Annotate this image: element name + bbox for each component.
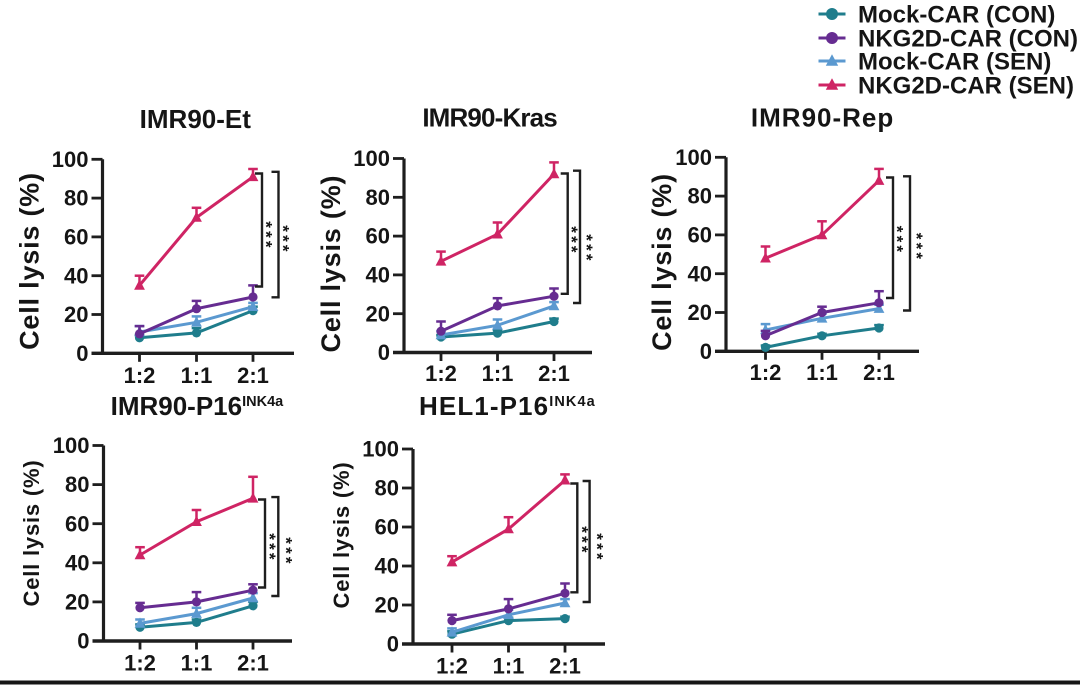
svg-text:Cell lysis (%): Cell lysis (%) bbox=[316, 175, 346, 353]
svg-text:2:1: 2:1 bbox=[237, 651, 269, 676]
svg-text:Cell lysis (%): Cell lysis (%) bbox=[19, 460, 44, 607]
svg-text:1:1: 1:1 bbox=[482, 361, 514, 386]
svg-text:IMR90-Rep: IMR90-Rep bbox=[751, 103, 894, 133]
svg-text:60: 60 bbox=[375, 515, 399, 540]
svg-text:40: 40 bbox=[65, 550, 89, 575]
svg-text:40: 40 bbox=[688, 261, 712, 286]
svg-text:***: *** bbox=[588, 533, 607, 562]
svg-text:IMR90-Kras: IMR90-Kras bbox=[422, 103, 557, 133]
svg-text:80: 80 bbox=[688, 184, 712, 209]
svg-text:0: 0 bbox=[387, 632, 399, 657]
svg-text:80: 80 bbox=[366, 185, 390, 210]
svg-text:0: 0 bbox=[77, 629, 89, 654]
svg-text:***: *** bbox=[577, 234, 596, 263]
svg-text:20: 20 bbox=[375, 593, 399, 618]
svg-text:60: 60 bbox=[366, 224, 390, 249]
svg-text:Cell lysis (%): Cell lysis (%) bbox=[329, 462, 354, 609]
svg-text:1:2: 1:2 bbox=[750, 360, 782, 385]
svg-text:100: 100 bbox=[52, 147, 89, 172]
svg-text:20: 20 bbox=[366, 301, 390, 326]
svg-text:80: 80 bbox=[375, 476, 399, 501]
svg-text:***: *** bbox=[260, 533, 279, 562]
svg-text:80: 80 bbox=[65, 472, 89, 497]
svg-text:0: 0 bbox=[378, 340, 390, 365]
svg-text:1:2: 1:2 bbox=[124, 363, 156, 388]
svg-text:100: 100 bbox=[362, 437, 399, 462]
svg-text:1:1: 1:1 bbox=[806, 360, 838, 385]
svg-text:60: 60 bbox=[65, 511, 89, 536]
svg-text:1:1: 1:1 bbox=[493, 654, 525, 679]
svg-text:40: 40 bbox=[375, 554, 399, 579]
svg-text:0: 0 bbox=[76, 341, 88, 366]
svg-text:1:2: 1:2 bbox=[425, 361, 457, 386]
svg-text:1:1: 1:1 bbox=[181, 363, 213, 388]
svg-text:60: 60 bbox=[64, 225, 88, 250]
svg-text:Mock-CAR (SEN): Mock-CAR (SEN) bbox=[858, 48, 1051, 75]
svg-text:***: *** bbox=[573, 526, 592, 555]
svg-text:100: 100 bbox=[353, 146, 390, 171]
svg-text:20: 20 bbox=[688, 300, 712, 325]
svg-text:***: *** bbox=[907, 233, 926, 262]
svg-text:NKG2D-CAR (SEN): NKG2D-CAR (SEN) bbox=[858, 72, 1074, 99]
svg-text:20: 20 bbox=[65, 590, 89, 615]
svg-text:***: *** bbox=[276, 537, 295, 566]
svg-text:***: *** bbox=[888, 226, 907, 255]
svg-text:0: 0 bbox=[700, 339, 712, 364]
svg-text:NKG2D-CAR (CON): NKG2D-CAR (CON) bbox=[858, 25, 1078, 52]
svg-text:2:1: 2:1 bbox=[538, 361, 570, 386]
svg-text:2:1: 2:1 bbox=[237, 363, 269, 388]
svg-text:1:1: 1:1 bbox=[181, 651, 213, 676]
svg-text:20: 20 bbox=[64, 302, 88, 327]
svg-text:IMR90-Et: IMR90-Et bbox=[140, 104, 252, 134]
svg-text:***: *** bbox=[273, 225, 292, 254]
svg-text:60: 60 bbox=[688, 223, 712, 248]
svg-text:2:1: 2:1 bbox=[863, 360, 895, 385]
svg-text:80: 80 bbox=[64, 186, 88, 211]
svg-text:Cell lysis (%): Cell lysis (%) bbox=[15, 172, 45, 350]
svg-text:Cell lysis (%): Cell lysis (%) bbox=[647, 173, 677, 351]
svg-text:100: 100 bbox=[53, 433, 90, 458]
svg-text:40: 40 bbox=[64, 263, 88, 288]
svg-text:1:2: 1:2 bbox=[436, 654, 468, 679]
svg-text:***: *** bbox=[256, 221, 275, 250]
svg-text:Mock-CAR (CON): Mock-CAR (CON) bbox=[858, 1, 1055, 28]
svg-text:40: 40 bbox=[366, 263, 390, 288]
svg-text:100: 100 bbox=[675, 145, 712, 170]
svg-text:2:1: 2:1 bbox=[549, 654, 581, 679]
svg-text:1:2: 1:2 bbox=[124, 651, 156, 676]
svg-text:***: *** bbox=[562, 226, 581, 255]
